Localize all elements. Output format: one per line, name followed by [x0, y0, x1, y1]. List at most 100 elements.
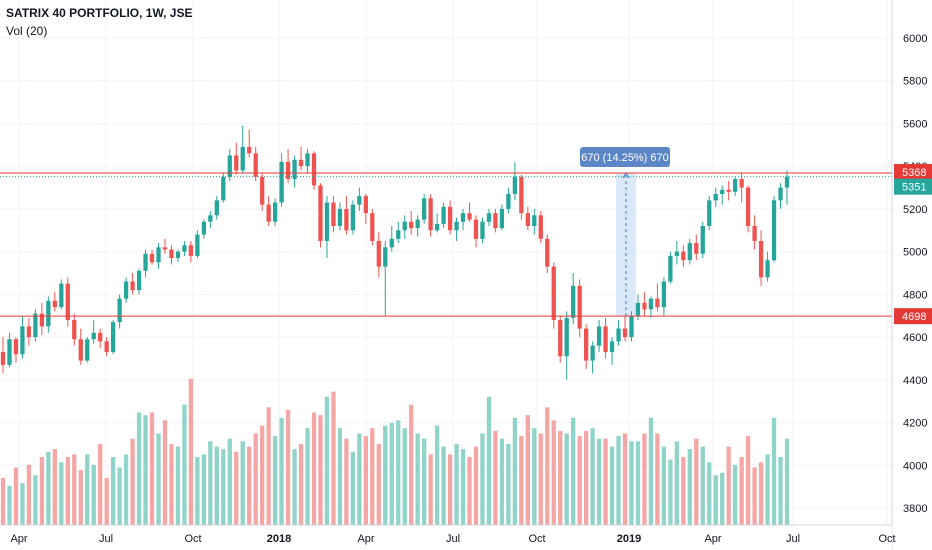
resistance-level-label: 5368: [902, 167, 926, 179]
volume-bar: [739, 457, 744, 525]
volume-bar: [182, 404, 187, 525]
price-tick-label: 4200: [903, 418, 927, 430]
candle-body: [668, 255, 673, 282]
candle-body: [720, 189, 725, 194]
volume-bar: [571, 417, 576, 525]
candle-body: [493, 213, 498, 229]
candle-body: [26, 326, 32, 338]
resistance-level-tag: [894, 164, 932, 181]
volume-bar: [564, 433, 569, 525]
candle-body: [253, 153, 258, 177]
volume-bar: [117, 467, 122, 525]
volume-bar: [201, 454, 206, 525]
candle-body: [648, 298, 654, 310]
price-axis: [892, 0, 932, 550]
candle-body: [713, 193, 718, 201]
candle-body: [441, 206, 446, 224]
candle-body: [33, 313, 38, 338]
volume-bar: [143, 415, 148, 525]
volume-bar: [409, 404, 414, 525]
volume-bar: [402, 428, 407, 525]
candle-body: [123, 281, 129, 299]
volume-bar: [668, 459, 673, 525]
candle-body: [208, 215, 213, 222]
grid: [0, 0, 892, 525]
candle-body: [195, 234, 200, 256]
volume-bar: [661, 446, 667, 525]
volume-bar: [350, 451, 356, 525]
candle-body: [765, 260, 770, 278]
candle-body: [20, 326, 25, 355]
volume-bar: [111, 457, 116, 525]
volume-indicator-label[interactable]: Vol (20): [6, 24, 48, 38]
candle-body: [344, 208, 349, 231]
volume-bar: [72, 454, 77, 525]
candle-body: [188, 245, 194, 256]
time-tick-label: Jul: [786, 533, 800, 545]
volume-bar: [7, 485, 12, 525]
volume-bar: [584, 430, 589, 525]
volume-bar: [214, 446, 219, 525]
volume-bar: [707, 462, 712, 525]
price-range-measurement[interactable]: 670 (14.25%) 670: [580, 147, 670, 317]
candle-body: [65, 283, 70, 320]
volume-bar: [493, 430, 498, 525]
volume-bar: [726, 446, 731, 525]
volume-bar: [642, 433, 647, 525]
volume-bar: [357, 433, 362, 525]
candle-body: [98, 332, 103, 342]
candle-body: [214, 200, 219, 216]
volume-bar: [396, 420, 401, 525]
volume-bar: [616, 436, 621, 525]
candle-body: [85, 339, 90, 361]
candle-body: [324, 202, 330, 241]
volume-bar: [234, 451, 239, 525]
volume-bar: [98, 443, 103, 525]
volume-bar: [687, 449, 692, 525]
volume-bar: [603, 438, 608, 525]
volume-bar: [272, 436, 278, 525]
candle-body: [162, 247, 168, 250]
volume-bar: [771, 417, 777, 525]
candle-body: [260, 176, 265, 205]
volume-bar: [765, 454, 770, 525]
volume-bar: [208, 441, 213, 525]
candle-body: [389, 238, 394, 248]
volume-bar: [195, 457, 200, 525]
candle-body: [221, 176, 226, 201]
volume-bar: [376, 443, 381, 525]
candle-body: [758, 240, 764, 278]
candlesticks: [0, 125, 790, 380]
volume-bar: [227, 438, 232, 525]
candle-body: [687, 243, 692, 261]
candle-body: [169, 249, 174, 259]
candle-body: [247, 146, 252, 154]
volume-bar: [713, 475, 718, 525]
volume-bar: [169, 443, 174, 525]
time-tick-label: Oct: [184, 533, 201, 545]
candle-body: [778, 187, 783, 201]
candle-body: [486, 213, 492, 222]
volume-bar: [0, 477, 6, 525]
volume-bar: [428, 454, 433, 525]
candle-body: [331, 202, 336, 226]
candle-body: [78, 339, 83, 361]
last-price-tag: [894, 178, 932, 195]
candle-body: [117, 298, 122, 323]
candle-body: [383, 247, 388, 267]
volume-bar: [324, 396, 330, 525]
candle-body: [609, 341, 615, 353]
candle-body: [674, 251, 679, 256]
candle-body: [72, 320, 77, 340]
volume-bar: [13, 467, 19, 525]
candle-body: [447, 206, 453, 231]
candle-body: [136, 270, 142, 291]
candle-body: [422, 198, 427, 220]
volume-bar: [681, 457, 686, 525]
candle-body: [622, 328, 628, 338]
horizontal-levels[interactable]: [0, 172, 892, 317]
volume-bar: [279, 417, 284, 525]
volume-bar: [422, 438, 427, 525]
